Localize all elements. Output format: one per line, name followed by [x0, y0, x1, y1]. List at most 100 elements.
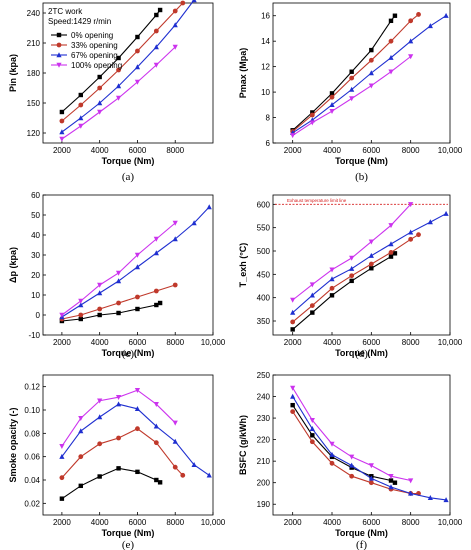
x-tick-label: 6000 — [362, 338, 380, 347]
series-2 — [59, 0, 197, 135]
x-tick-label: 2000 — [53, 338, 71, 347]
x-tick-label: 2000 — [53, 146, 71, 155]
y-tick-label: 16 — [261, 12, 270, 21]
legend-entry: 67% opening — [51, 51, 118, 60]
data-point — [180, 0, 186, 6]
y-axis-title: Pmax (Mpa) — [238, 48, 248, 99]
data-point — [329, 285, 335, 291]
legend-label: 33% opening — [71, 41, 118, 50]
y-tick-label: 200 — [257, 479, 271, 488]
panel-label: (b) — [355, 171, 368, 183]
data-point — [416, 12, 421, 17]
y-tick-label: 240 — [27, 9, 41, 18]
series-3 — [59, 44, 178, 142]
data-point — [135, 294, 140, 300]
data-point — [97, 109, 103, 115]
y-tick-label: 0.12 — [24, 383, 40, 392]
data-point — [59, 475, 65, 481]
x-tick-label: 6000 — [362, 518, 380, 527]
x-tick-label: 10,000 — [438, 338, 463, 347]
data-point — [97, 441, 103, 447]
y-tick-label: 10 — [31, 291, 40, 300]
x-tick-label: 8000 — [402, 146, 420, 155]
x-axis-title: Torque (Nm) — [102, 528, 155, 538]
data-point — [153, 288, 159, 294]
data-point — [368, 475, 374, 481]
data-point — [134, 264, 141, 270]
y-tick-label: 450 — [257, 270, 271, 279]
data-point — [309, 282, 315, 288]
data-point — [172, 44, 178, 50]
legend-label: 0% opening — [71, 31, 113, 40]
data-point — [157, 7, 163, 13]
data-point — [154, 12, 159, 18]
data-point — [134, 387, 141, 393]
plot-frame — [272, 2, 451, 144]
data-point — [153, 236, 159, 242]
x-axis-title: Torque (Nm) — [335, 156, 388, 166]
series-2 — [290, 210, 449, 315]
chart-panel-b: 2000 4000 6000 8000 10,000 6 8 10 12 14 16 Torque (… — [238, 2, 463, 183]
data-point — [368, 239, 374, 245]
data-point — [388, 254, 394, 259]
data-point — [329, 441, 335, 447]
data-point — [172, 22, 178, 28]
data-point — [134, 79, 141, 85]
data-point — [310, 310, 315, 315]
data-point — [349, 265, 355, 271]
data-point — [157, 300, 163, 306]
data-point — [59, 453, 65, 459]
y-tick-label: 0.02 — [24, 499, 40, 508]
data-point — [329, 276, 335, 282]
chart-panel-a: 2000 4000 6000 8000 120 150 180 210 240 Torque (N… — [8, 0, 214, 183]
y-tick-label: 0.06 — [24, 453, 40, 462]
chart-header-text: Speed:1429 r/min — [48, 17, 111, 26]
y-tick-label: 30 — [31, 251, 40, 260]
y-tick-label: 180 — [27, 69, 41, 78]
series-line — [292, 234, 419, 323]
data-point — [134, 64, 141, 70]
data-point — [329, 451, 335, 457]
y-tick-label: 350 — [257, 317, 271, 326]
data-point — [349, 278, 354, 284]
data-point — [443, 497, 449, 503]
series-line — [61, 428, 184, 479]
x-tick-label: 2000 — [284, 338, 302, 347]
y-tick-label: 120 — [27, 129, 41, 138]
data-point — [172, 438, 178, 444]
y-tick-label: 0.10 — [24, 406, 40, 415]
data-point — [369, 47, 374, 53]
y-axis-title: T_exh (°C) — [238, 243, 248, 288]
x-tick-label: 2000 — [284, 146, 302, 155]
data-point — [153, 401, 159, 407]
data-point — [329, 94, 335, 100]
y-tick-label: 14 — [261, 37, 270, 46]
panel-label: (e) — [122, 539, 135, 550]
data-point — [388, 223, 394, 229]
y-tick-label: 50 — [31, 211, 40, 220]
y-tick-label: 12 — [261, 63, 270, 72]
data-point — [135, 306, 140, 312]
data-point — [309, 292, 315, 298]
data-point — [97, 100, 103, 106]
data-point — [408, 38, 414, 44]
data-point — [172, 282, 178, 288]
plot-frame — [272, 194, 451, 336]
series-line — [292, 411, 419, 495]
data-point — [368, 83, 374, 89]
data-point — [290, 402, 295, 408]
data-point — [349, 96, 355, 102]
x-tick-label: 8000 — [166, 338, 184, 347]
plot-frame — [272, 374, 451, 516]
data-point — [368, 463, 374, 469]
data-point — [408, 54, 414, 60]
plot-frame — [42, 194, 214, 336]
series-2 — [59, 204, 212, 320]
x-axis-title: Torque (Nm) — [102, 348, 155, 358]
data-point — [290, 319, 296, 325]
x-tick-label: 8000 — [402, 338, 420, 347]
series-line — [61, 2, 184, 122]
x-axis-title: Torque (Nm) — [335, 348, 388, 358]
data-point — [388, 250, 394, 255]
data-point — [135, 469, 140, 475]
